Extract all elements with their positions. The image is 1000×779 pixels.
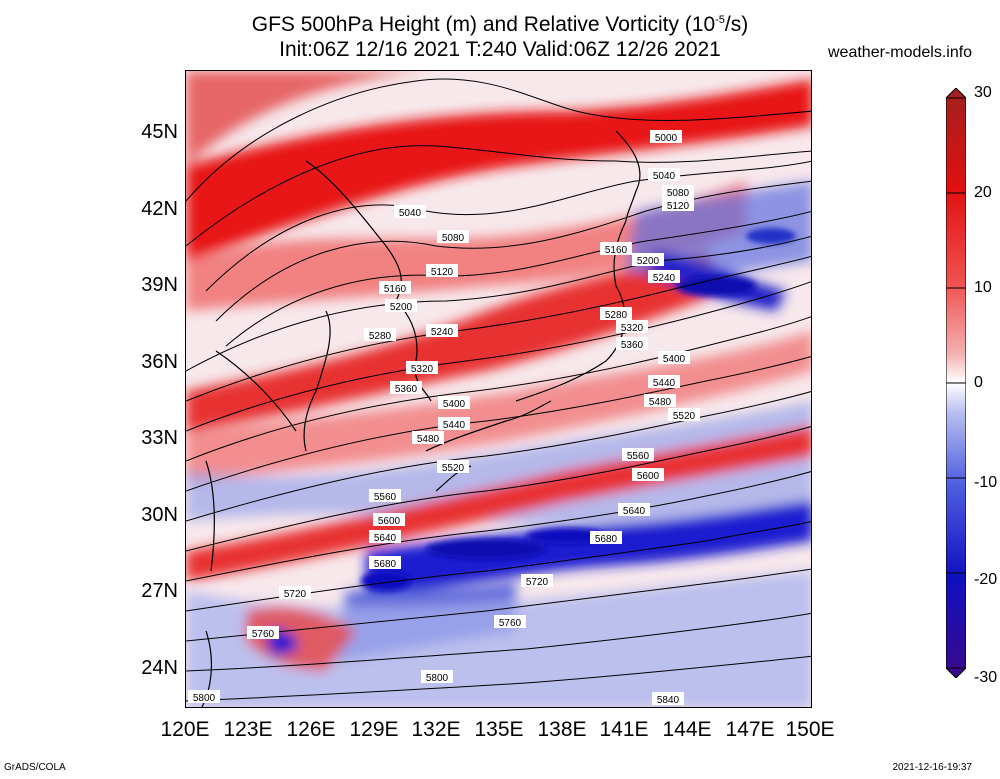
lon-label: 141E <box>599 718 649 741</box>
lon-label: 132E <box>411 718 461 741</box>
svg-text:5320: 5320 <box>621 323 644 334</box>
lon-label: 150E <box>785 718 835 741</box>
svg-text:5520: 5520 <box>673 411 696 422</box>
svg-text:5840: 5840 <box>657 695 680 706</box>
colorbar-label: 0 <box>974 374 983 391</box>
site-credit: weather-models.info <box>828 44 973 61</box>
svg-text:5080: 5080 <box>442 233 465 244</box>
svg-text:5040: 5040 <box>653 171 676 182</box>
colorbar-label: 30 <box>974 84 992 101</box>
lat-label: 27N <box>141 580 178 602</box>
svg-text:5400: 5400 <box>443 399 466 410</box>
colorbar-label: 10 <box>974 279 992 296</box>
svg-text:5560: 5560 <box>627 451 650 462</box>
svg-text:5240: 5240 <box>653 273 676 284</box>
svg-text:5720: 5720 <box>526 577 549 588</box>
footer-credit: GrADS/COLA <box>4 762 66 773</box>
svg-text:5360: 5360 <box>621 340 644 351</box>
lon-label: 144E <box>662 718 712 741</box>
svg-text:5360: 5360 <box>395 384 418 395</box>
lat-label: 30N <box>141 504 178 526</box>
lon-label: 138E <box>537 718 587 741</box>
contour-labels: 5000 5040 5080 5120 5040 5080 5120 5160 … <box>188 130 700 706</box>
svg-text:5440: 5440 <box>653 378 676 389</box>
svg-text:5120: 5120 <box>431 267 454 278</box>
colorbar-label: -30 <box>974 669 998 686</box>
lat-label: 33N <box>141 427 178 449</box>
svg-text:5160: 5160 <box>384 284 407 295</box>
svg-text:5320: 5320 <box>411 364 434 375</box>
lat-label: 39N <box>141 274 178 296</box>
svg-text:5480: 5480 <box>649 397 672 408</box>
svg-text:5080: 5080 <box>667 188 690 199</box>
svg-text:5200: 5200 <box>637 256 660 267</box>
svg-text:5800: 5800 <box>426 673 449 684</box>
lat-label: 24N <box>141 657 178 679</box>
lon-label: 129E <box>349 718 399 741</box>
svg-text:5480: 5480 <box>417 434 440 445</box>
svg-text:5200: 5200 <box>390 302 413 313</box>
colorbar-label: -20 <box>974 571 998 588</box>
chart-title: GFS 500hPa Height (m) and Relative Vorti… <box>251 13 749 36</box>
svg-text:5800: 5800 <box>193 693 216 704</box>
svg-text:5720: 5720 <box>284 589 307 600</box>
svg-text:5600: 5600 <box>378 516 401 527</box>
svg-text:5240: 5240 <box>431 327 454 338</box>
colorbar-label: 20 <box>974 184 992 201</box>
lon-label: 147E <box>725 718 775 741</box>
svg-text:5680: 5680 <box>595 534 618 545</box>
lon-label: 126E <box>286 718 336 741</box>
lon-label: 120E <box>160 718 210 741</box>
svg-text:5760: 5760 <box>499 618 522 629</box>
svg-text:5280: 5280 <box>605 310 628 321</box>
map-panel: 5000 5040 5080 5120 5040 5080 5120 5160 … <box>185 70 812 708</box>
svg-text:5040: 5040 <box>399 208 422 219</box>
svg-text:5000: 5000 <box>655 133 678 144</box>
svg-text:5640: 5640 <box>623 506 646 517</box>
vorticity-field: 5000 5040 5080 5120 5040 5080 5120 5160 … <box>186 71 811 707</box>
colorbar-label: -10 <box>974 474 998 491</box>
svg-text:5560: 5560 <box>374 492 397 503</box>
svg-text:5280: 5280 <box>369 331 392 342</box>
lat-label: 42N <box>141 198 178 220</box>
svg-text:5600: 5600 <box>637 471 660 482</box>
footer-timestamp: 2021-12-16-19:37 <box>892 762 972 773</box>
lat-label: 36N <box>141 351 178 373</box>
svg-text:5400: 5400 <box>663 354 686 365</box>
svg-text:5120: 5120 <box>667 201 690 212</box>
chart-subtitle: Init:06Z 12/16 2021 T:240 Valid:06Z 12/2… <box>279 38 721 61</box>
svg-text:5640: 5640 <box>374 533 397 544</box>
lon-label: 123E <box>223 718 273 741</box>
svg-text:5680: 5680 <box>374 559 397 570</box>
svg-text:5520: 5520 <box>442 463 465 474</box>
svg-text:5760: 5760 <box>252 629 275 640</box>
colorbar <box>946 88 966 678</box>
svg-text:5160: 5160 <box>605 245 628 256</box>
lat-label: 45N <box>141 121 178 143</box>
svg-text:5440: 5440 <box>443 420 466 431</box>
lon-label: 135E <box>474 718 524 741</box>
